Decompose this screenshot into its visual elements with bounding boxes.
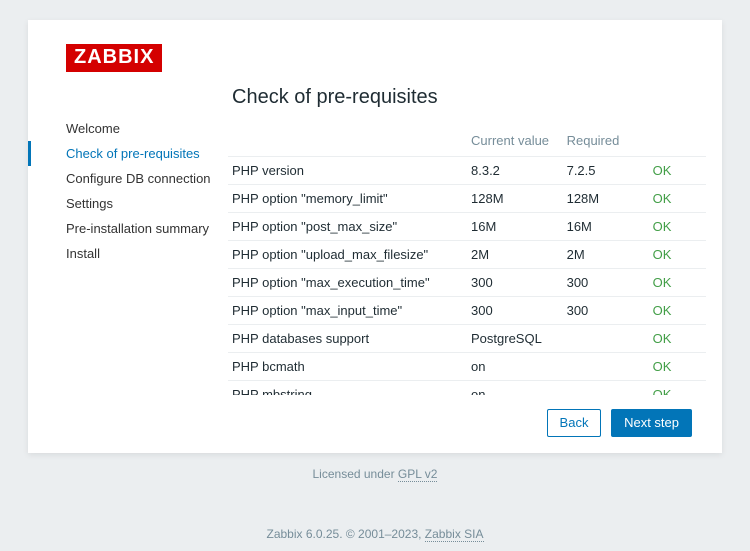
table-row: PHP option "max_input_time"300300OK — [228, 297, 706, 325]
cell-name: PHP option "max_input_time" — [228, 297, 467, 325]
cell-required: 2M — [563, 241, 649, 269]
sidebar-item-step-5[interactable]: Install — [28, 241, 228, 266]
setup-card: ZABBIX WelcomeCheck of pre-requisitesCon… — [28, 20, 722, 453]
table-row: PHP version8.3.27.2.5OK — [228, 157, 706, 185]
cell-required — [563, 381, 649, 396]
cell-status: OK — [649, 269, 706, 297]
cell-status: OK — [649, 185, 706, 213]
cell-required: 7.2.5 — [563, 157, 649, 185]
cell-required — [563, 353, 649, 381]
cell-required: 128M — [563, 185, 649, 213]
table-row: PHP option "memory_limit"128M128MOK — [228, 185, 706, 213]
gpl-link[interactable]: GPL v2 — [398, 467, 438, 482]
col-name-header — [228, 127, 467, 157]
col-required-header: Required — [563, 127, 649, 157]
table-row: PHP mbstringon OK — [228, 381, 706, 396]
footer-version-prefix: Zabbix 6.0.25. © 2001–2023, — [267, 527, 425, 541]
content-area: Check of pre-requisites Current value Re… — [228, 86, 722, 437]
cell-name: PHP bcmath — [228, 353, 467, 381]
next-step-button[interactable]: Next step — [611, 409, 692, 437]
cell-status: OK — [649, 325, 706, 353]
table-row: PHP databases supportPostgreSQL OK — [228, 325, 706, 353]
table-row: PHP option "upload_max_filesize"2M2MOK — [228, 241, 706, 269]
prereq-table: Current value Required PHP version8.3.27… — [228, 127, 706, 395]
table-row: PHP bcmathon OK — [228, 353, 706, 381]
footer-license: Licensed under GPL v2 — [0, 467, 750, 481]
cell-current: 128M — [467, 185, 563, 213]
cell-current: 300 — [467, 297, 563, 325]
cell-required — [563, 325, 649, 353]
cell-status: OK — [649, 213, 706, 241]
cell-required: 16M — [563, 213, 649, 241]
cell-required: 300 — [563, 297, 649, 325]
cell-status: OK — [649, 241, 706, 269]
footer: Licensed under GPL v2 Zabbix 6.0.25. © 2… — [0, 467, 750, 541]
sidebar-item-step-4[interactable]: Pre-installation summary — [28, 216, 228, 241]
cell-status: OK — [649, 297, 706, 325]
wizard-steps-sidebar: WelcomeCheck of pre-requisitesConfigure … — [28, 86, 228, 437]
cell-name: PHP option "max_execution_time" — [228, 269, 467, 297]
col-status-header — [649, 127, 706, 157]
sidebar-item-step-2[interactable]: Configure DB connection — [28, 166, 228, 191]
cell-name: PHP databases support — [228, 325, 467, 353]
cell-status: OK — [649, 381, 706, 396]
cell-name: PHP version — [228, 157, 467, 185]
sidebar-item-step-3[interactable]: Settings — [28, 191, 228, 216]
brand-logo: ZABBIX — [66, 44, 162, 72]
cell-current: on — [467, 353, 563, 381]
cell-current: on — [467, 381, 563, 396]
zabbix-sia-link[interactable]: Zabbix SIA — [425, 527, 484, 542]
cell-name: PHP option "upload_max_filesize" — [228, 241, 467, 269]
wizard-buttons: Back Next step — [228, 395, 710, 437]
cell-name: PHP option "post_max_size" — [228, 213, 467, 241]
cell-name: PHP option "memory_limit" — [228, 185, 467, 213]
sidebar-item-step-0[interactable]: Welcome — [28, 116, 228, 141]
cell-status: OK — [649, 353, 706, 381]
cell-current: 16M — [467, 213, 563, 241]
cell-current: 2M — [467, 241, 563, 269]
table-row: PHP option "post_max_size"16M16MOK — [228, 213, 706, 241]
table-row: PHP option "max_execution_time"300300OK — [228, 269, 706, 297]
sidebar-item-step-1[interactable]: Check of pre-requisites — [28, 141, 228, 166]
prereq-tbody: PHP version8.3.27.2.5OKPHP option "memor… — [228, 157, 706, 396]
prereq-table-scroll[interactable]: Current value Required PHP version8.3.27… — [228, 127, 710, 395]
cell-current: PostgreSQL — [467, 325, 563, 353]
cell-status: OK — [649, 157, 706, 185]
back-button[interactable]: Back — [547, 409, 602, 437]
cell-required: 300 — [563, 269, 649, 297]
cell-current: 300 — [467, 269, 563, 297]
footer-version: Zabbix 6.0.25. © 2001–2023, Zabbix SIA — [0, 527, 750, 541]
col-current-header: Current value — [467, 127, 563, 157]
footer-license-prefix: Licensed under — [313, 467, 398, 481]
page-title: Check of pre-requisites — [228, 86, 710, 109]
cell-name: PHP mbstring — [228, 381, 467, 396]
cell-current: 8.3.2 — [467, 157, 563, 185]
